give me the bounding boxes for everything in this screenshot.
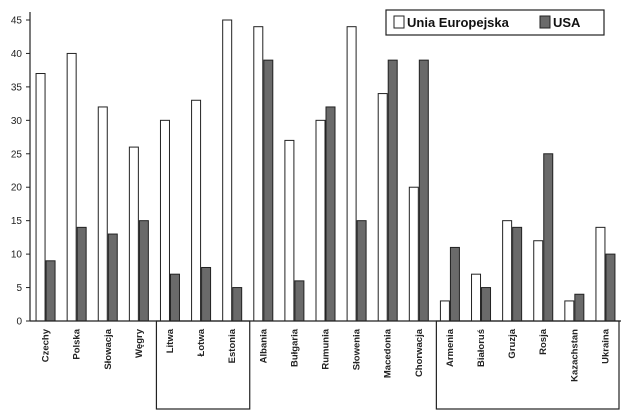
y-tick-label: 25 [11, 149, 23, 160]
legend-label: USA [553, 15, 581, 30]
bar-usa [449, 246, 460, 322]
bar-unia-europejska [159, 119, 170, 322]
legend-label: Unia Europejska [407, 15, 510, 30]
x-tick-label: Litwa [165, 328, 176, 353]
bar-usa [263, 59, 274, 322]
bar-unia-europejska [284, 139, 295, 322]
x-tick-label: Albania [258, 328, 269, 363]
bar-usa [45, 260, 56, 322]
x-tick-label: Rosja [538, 328, 549, 355]
y-axis: 0 5 10 15 20 25 30 35 40 45 [11, 12, 31, 328]
bar-unia-europejska [128, 146, 139, 322]
legend: Unia Europejska USA [385, 9, 605, 36]
bar-unia-europejska [191, 99, 202, 322]
y-tick-label: 45 [11, 16, 23, 27]
x-tick-label: Polska [72, 328, 83, 359]
x-tick-label: Armenia [445, 328, 456, 367]
bar-unia-europejska [408, 186, 419, 322]
y-tick-label: 40 [11, 49, 23, 60]
bar-usa [232, 287, 243, 322]
bar-usa [512, 226, 523, 322]
bar-unia-europejska [471, 273, 482, 322]
legend-swatch-unia-europejska [393, 15, 405, 29]
y-tick-label: 0 [16, 317, 22, 328]
x-axis: Czechy Polska Słowacja Węgry Litwa Łotwa Eston… [30, 320, 621, 382]
bar-unia-europejska [222, 19, 233, 322]
bar-usa [574, 293, 585, 322]
bar-usa [169, 273, 180, 322]
x-tick-label: Bułgaria [289, 328, 300, 367]
x-tick-label: Gruzja [507, 328, 518, 358]
bars [35, 19, 616, 322]
bar-unia-europejska [315, 119, 326, 322]
legend-swatch-usa [539, 15, 551, 29]
legend-box [385, 9, 605, 36]
y-tick-label: 15 [11, 216, 23, 227]
y-tick-label: 10 [11, 250, 23, 261]
x-tick-label: Białoruś [476, 329, 487, 367]
x-tick-label: Ukraina [600, 328, 611, 364]
bar-unia-europejska [97, 106, 108, 322]
x-tick-label: Łotwa [196, 328, 207, 356]
bar-unia-europejska [564, 300, 575, 322]
bar-unia-europejska [595, 226, 606, 322]
group-box [435, 320, 620, 410]
x-tick-label: Węgry [134, 328, 145, 358]
bar-unia-europejska [253, 26, 264, 322]
bar-usa [481, 287, 492, 322]
bar-unia-europejska [346, 26, 357, 322]
bar-usa [356, 220, 367, 322]
bar-unia-europejska [35, 73, 46, 322]
bar-unia-europejska [439, 300, 450, 322]
bar-usa [325, 106, 336, 322]
bar-usa [76, 226, 87, 322]
bar-usa [294, 280, 305, 322]
y-tick-label: 30 [11, 116, 23, 127]
bar-unia-europejska [502, 220, 513, 322]
bar-usa [418, 59, 429, 322]
bar-usa [201, 266, 212, 322]
x-tick-label: Estonia [227, 328, 238, 363]
x-tick-label: Słowacja [103, 328, 114, 369]
x-tick-label: Czechy [41, 328, 52, 362]
bar-usa [605, 253, 616, 322]
bar-unia-europejska [66, 52, 77, 322]
x-tick-label: Rumunia [321, 328, 332, 369]
bar-unia-europejska [377, 93, 388, 322]
x-tick-label: Macedonia [383, 328, 394, 378]
bar-usa [543, 153, 554, 322]
bar-unia-europejska [533, 240, 544, 322]
bar-usa [138, 220, 149, 322]
y-tick-label: 35 [11, 82, 23, 93]
bar-usa [107, 233, 118, 322]
bar-usa [387, 59, 398, 322]
x-tick-label: Kazachstan [569, 329, 580, 382]
y-tick-label: 20 [11, 183, 23, 194]
y-tick-label: 5 [16, 283, 22, 294]
x-tick-label: Słowenia [352, 328, 363, 370]
x-tick-label: Chorwacja [414, 328, 425, 377]
